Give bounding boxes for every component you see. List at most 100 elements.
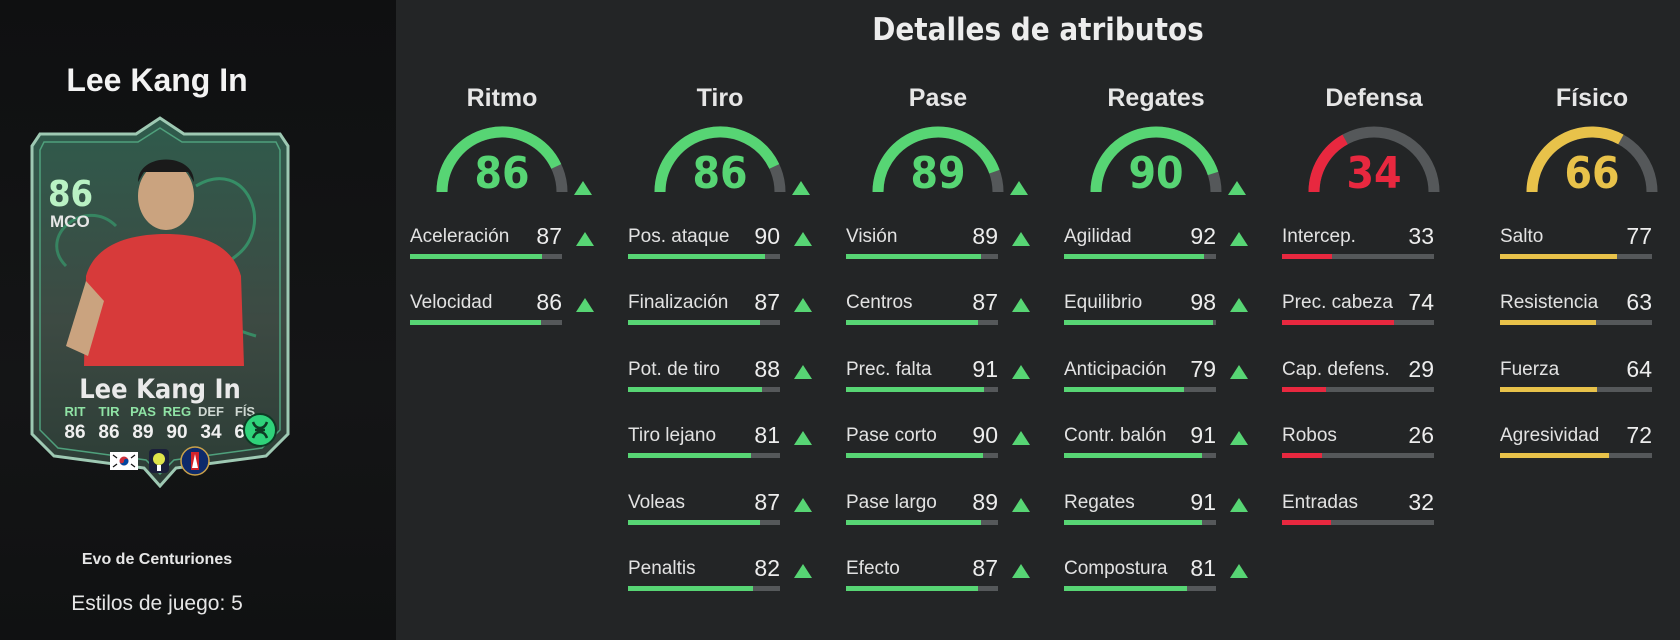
attribute-row[interactable]: Tiro lejano 81 [628, 422, 812, 469]
attribute-bar-fill [410, 320, 541, 325]
attribute-row[interactable]: Voleas 87 [628, 489, 812, 536]
category-title: Físico [1555, 84, 1629, 112]
card-stat-value: 86 [98, 422, 120, 443]
attribute-row[interactable]: Pot. de tiro 88 [628, 356, 812, 403]
attribute-label: Visión [846, 226, 898, 247]
attribute-row[interactable]: Penaltis 82 [628, 555, 812, 602]
attribute-value: 87 [536, 223, 562, 249]
upgrade-arrow-icon [576, 298, 594, 312]
attribute-value: 64 [1626, 356, 1652, 382]
attribute-row[interactable]: Fuerza 64 [1500, 356, 1680, 403]
category-value: 90 [1128, 148, 1184, 199]
attribute-value: 91 [972, 356, 998, 382]
attribute-bar-fill [1064, 453, 1203, 458]
attribute-row[interactable]: Resistencia 63 [1500, 289, 1680, 336]
attribute-label: Voleas [628, 492, 686, 513]
attribute-value: 87 [754, 489, 780, 515]
attribute-bar-fill [628, 254, 765, 259]
attribute-bar-fill [1500, 453, 1610, 458]
category-defensa: Defensa 34 Intercep. 33 Prec. cabeza 74 Cap. d… [1282, 0, 1466, 640]
attribute-row[interactable]: Finalización 87 [628, 289, 812, 336]
attribute-row[interactable]: Prec. falta 91 [846, 356, 1030, 403]
card-stat-label: FÍS [234, 404, 256, 419]
attribute-row[interactable]: Salto 77 [1500, 223, 1680, 270]
attribute-bar [410, 320, 562, 325]
attribute-bar [1282, 320, 1434, 325]
category-title: Ritmo [466, 84, 538, 112]
attribute-row[interactable]: Agilidad 92 [1064, 223, 1248, 270]
attribute-bar-fill [846, 453, 983, 458]
card-stat-value: 86 [64, 422, 86, 443]
attribute-value: 63 [1626, 289, 1652, 315]
category-gauge [872, 126, 1004, 193]
attribute-row[interactable]: Intercep. 33 [1282, 223, 1466, 270]
attribute-value: 72 [1626, 422, 1652, 448]
card-badges [110, 446, 210, 476]
attribute-value: 86 [536, 289, 562, 315]
playstyles-count[interactable]: Estilos de juego: 5 [71, 592, 243, 615]
attribute-row[interactable]: Pase largo 89 [846, 489, 1030, 536]
attribute-label: Equilibrio [1064, 292, 1143, 313]
attribute-label: Efecto [846, 558, 900, 579]
attribute-row[interactable]: Regates 91 [1064, 489, 1248, 536]
attribute-label: Regates [1064, 492, 1135, 513]
attribute-value: 33 [1408, 223, 1434, 249]
upgrade-arrow-icon [794, 298, 812, 312]
attribute-row[interactable]: Compostura 81 [1064, 555, 1248, 602]
category-tiro: Tiro 86 Pos. ataque 90 Finalización 87 Pot. de… [628, 0, 812, 640]
attribute-row[interactable]: Contr. balón 91 [1064, 422, 1248, 469]
attribute-row[interactable]: Velocidad 86 [410, 289, 594, 336]
attribute-bar [628, 520, 780, 525]
psg-crest-icon [180, 446, 210, 476]
attribute-bar [1500, 320, 1652, 325]
attribute-bar-fill [1500, 320, 1596, 325]
attribute-bar-fill [846, 520, 982, 525]
attribute-bar-fill [1500, 254, 1618, 259]
category-pase: Pase 89 Visión 89 Centros 87 Prec. falta 91 Pase… [846, 0, 1030, 640]
attribute-row[interactable]: Equilibrio 98 [1064, 289, 1248, 336]
attribute-bar [1500, 254, 1652, 259]
attribute-row[interactable]: Aceleración 87 [410, 223, 594, 270]
attribute-row[interactable]: Pase corto 90 [846, 422, 1030, 469]
card-stat-value: 89 [132, 422, 154, 443]
category-title: Regates [1107, 84, 1205, 112]
category-value: 66 [1564, 148, 1620, 199]
evolution-icon [243, 413, 277, 447]
attribute-row[interactable]: Entradas 32 [1282, 489, 1466, 536]
attribute-bar [846, 387, 998, 392]
attribute-value: 26 [1408, 422, 1434, 448]
upgrade-arrow-icon [1228, 181, 1246, 195]
attribute-row[interactable]: Prec. cabeza 74 [1282, 289, 1466, 336]
attribute-row[interactable]: Robos 26 [1282, 422, 1466, 469]
card-stat: RIT 86 [60, 404, 90, 444]
attribute-label: Entradas [1282, 492, 1359, 513]
upgrade-arrow-icon [1012, 564, 1030, 578]
attribute-bar [846, 520, 998, 525]
category-value: 34 [1346, 148, 1402, 199]
attribute-row[interactable]: Cap. defens. 29 [1282, 356, 1466, 403]
category-value: 86 [474, 148, 530, 199]
player-card[interactable]: 86 MCO Lee Kang In RIT 86 TIR 86 PAS 89 REG 90 D… [26, 116, 294, 488]
attribute-bar-fill [846, 586, 979, 591]
attribute-row[interactable]: Centros 87 [846, 289, 1030, 336]
gauge-fill [1526, 126, 1624, 193]
upgrade-arrow-icon [576, 232, 594, 246]
attribute-value: 89 [972, 223, 998, 249]
card-stat-label: REG [162, 404, 192, 419]
attribute-row[interactable]: Efecto 87 [846, 555, 1030, 602]
card-frame [30, 116, 290, 488]
attribute-label: Intercep. [1282, 226, 1356, 247]
attribute-bar-fill [1064, 387, 1185, 392]
attribute-bar-fill [1282, 254, 1333, 259]
attribute-row[interactable]: Agresividad 72 [1500, 422, 1680, 469]
gauge-fill [436, 126, 562, 193]
attribute-row[interactable]: Pos. ataque 90 [628, 223, 812, 270]
attribute-bar-fill [628, 453, 752, 458]
attribute-row[interactable]: Anticipación 79 [1064, 356, 1248, 403]
attribute-value: 90 [754, 223, 780, 249]
attribute-value: 88 [754, 356, 780, 382]
attribute-row[interactable]: Visión 89 [846, 223, 1030, 270]
attribute-bar [1282, 254, 1434, 259]
card-stat-label: DEF [198, 404, 224, 419]
attribute-bar [1282, 520, 1434, 525]
